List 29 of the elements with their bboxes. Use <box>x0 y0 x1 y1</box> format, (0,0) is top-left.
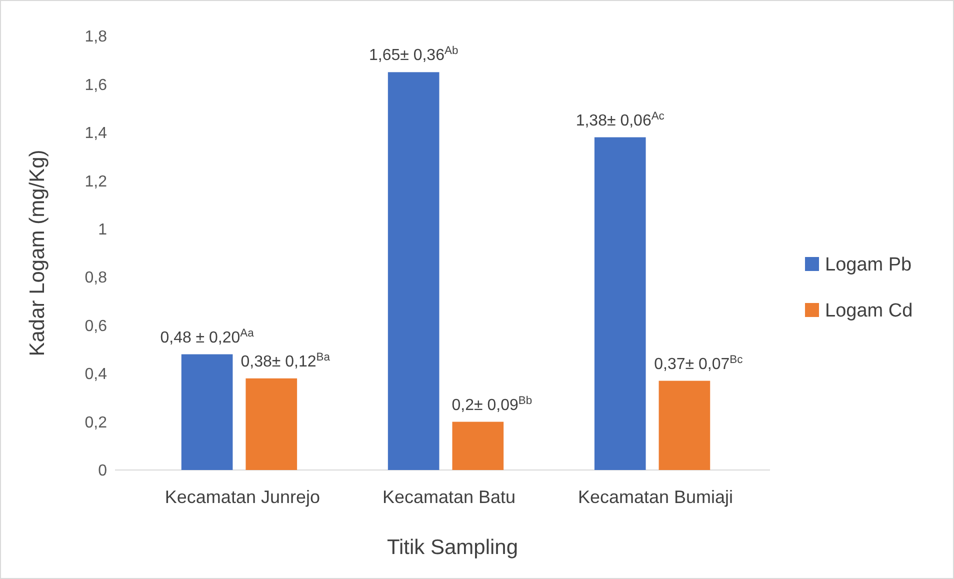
y-tick-label: 0,8 <box>84 270 108 287</box>
y-tick-label: 1,6 <box>84 76 108 94</box>
bar <box>246 378 298 470</box>
bar <box>181 354 233 470</box>
data-label: 0,2± 0,09$^{Bb}$ <box>452 394 532 414</box>
y-tick-label: 0,4 <box>84 366 108 384</box>
x-axis-title: Titik Sampling <box>386 536 518 559</box>
y-tick-label: 1 <box>98 221 108 238</box>
y-tick-label: 1,2 <box>84 173 108 190</box>
bar <box>452 422 504 470</box>
x-tick-label: Kecamatan Bumiaji <box>578 487 734 507</box>
legend-label: Logam Pb <box>825 254 912 276</box>
bar <box>594 137 646 470</box>
y-tick-label: 0,6 <box>84 318 108 335</box>
x-tick-label: Kecamatan Batu <box>382 487 516 507</box>
data-label: 0,38± 0,12$^{Ba}$ <box>240 351 331 370</box>
data-label: 0,37± 0,07$^{Bc}$ <box>654 354 744 373</box>
y-tick-label: 1,4 <box>84 125 108 142</box>
legend-label: Logam Cd <box>825 300 913 322</box>
bar <box>658 380 710 470</box>
bar <box>388 72 440 470</box>
y-tick-label: 1,8 <box>84 28 108 46</box>
data-label: 1,38± 0,06$^{Ac}$ <box>576 110 665 130</box>
y-axis-title: Kadar Logam (mg/Kg) <box>26 150 49 356</box>
x-tick-label: Kecamatan Junrejo <box>164 487 320 507</box>
y-tick-label: 0 <box>98 462 108 480</box>
data-label: 0,48 ± 0,20$^{Aa}$ <box>160 327 255 346</box>
y-tick-label: 0,2 <box>84 414 108 432</box>
data-label: 1,65± 0,36$^{Ab}$ <box>368 45 458 64</box>
